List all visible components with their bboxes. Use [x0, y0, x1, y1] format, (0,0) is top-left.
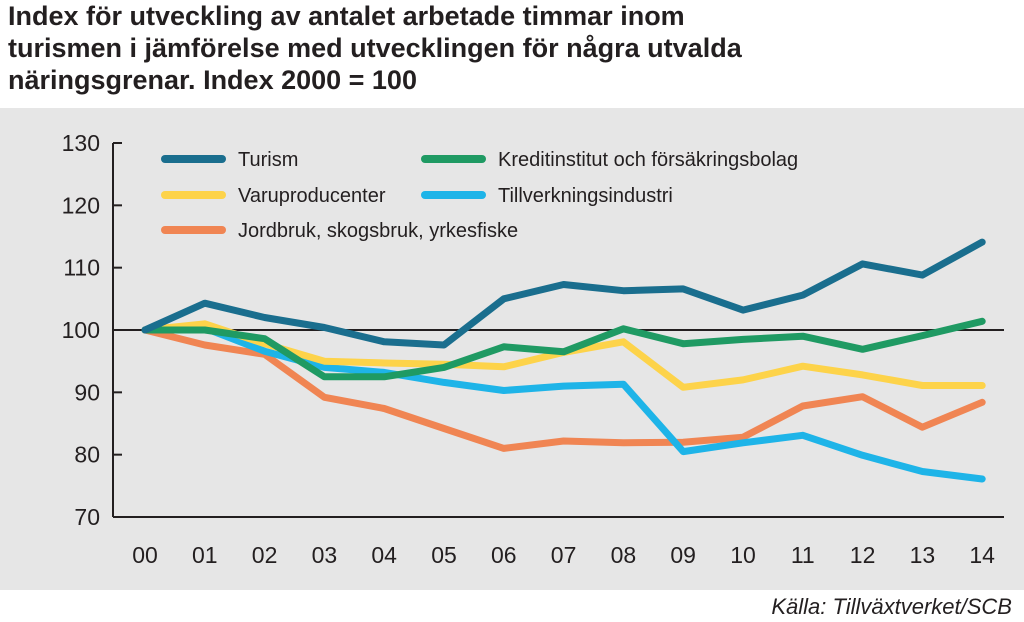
legend-label: Turism: [238, 149, 298, 171]
y-tick-label: 120: [62, 192, 100, 218]
y-tick-label: 100: [62, 317, 100, 343]
legend-label: Jordbruk, skogsbruk, yrkesfiske: [238, 220, 518, 242]
x-tick-label: 08: [611, 542, 637, 568]
x-tick-label: 05: [431, 542, 457, 568]
title-line-1: Index för utveckling av antalet arbetade…: [8, 1, 685, 31]
x-tick-label: 06: [491, 542, 517, 568]
x-tick-label: 02: [252, 542, 278, 568]
x-tick-label: 12: [850, 542, 876, 568]
series-line-tillverkningsindustri: [141, 324, 986, 483]
x-tick-label: 04: [371, 542, 397, 568]
x-tick-label: 13: [910, 542, 936, 568]
x-tick-label: 11: [791, 542, 815, 568]
source-note: Källa: Tillväxtverket/SCB: [771, 594, 1012, 619]
title-line-2: turismen i jämförelse med utvecklingen f…: [8, 33, 742, 63]
y-tick-label: 70: [74, 504, 100, 530]
x-tick-label: 07: [551, 542, 577, 568]
x-tick-label: 10: [730, 542, 756, 568]
x-tick-label: 00: [132, 542, 158, 568]
y-tick-label: 80: [74, 442, 100, 468]
y-tick-label: 130: [62, 130, 100, 156]
series-line-kreditinstitut-och-försäkringsbolag: [141, 317, 986, 381]
y-tick-label: 90: [74, 379, 100, 405]
chart-title: Index för utveckling av antalet arbetade…: [8, 0, 1008, 96]
legend-label: Tillverkningsindustri: [498, 185, 673, 207]
x-tick-label: 14: [969, 542, 995, 568]
x-tick-label: 01: [192, 542, 218, 568]
y-tick-label: 110: [63, 255, 100, 281]
legend-label: Kreditinstitut och försäkringsbolag: [498, 149, 798, 171]
series-line-jordbruk-skogsbruk-yrkesfiske: [141, 326, 986, 452]
legend-label: Varuproducenter: [238, 185, 386, 207]
x-tick-label: 09: [670, 542, 696, 568]
series-line-turism: [141, 238, 986, 349]
x-tick-label: 03: [312, 542, 338, 568]
title-line-3: näringsgrenar. Index 2000 = 100: [8, 65, 417, 95]
